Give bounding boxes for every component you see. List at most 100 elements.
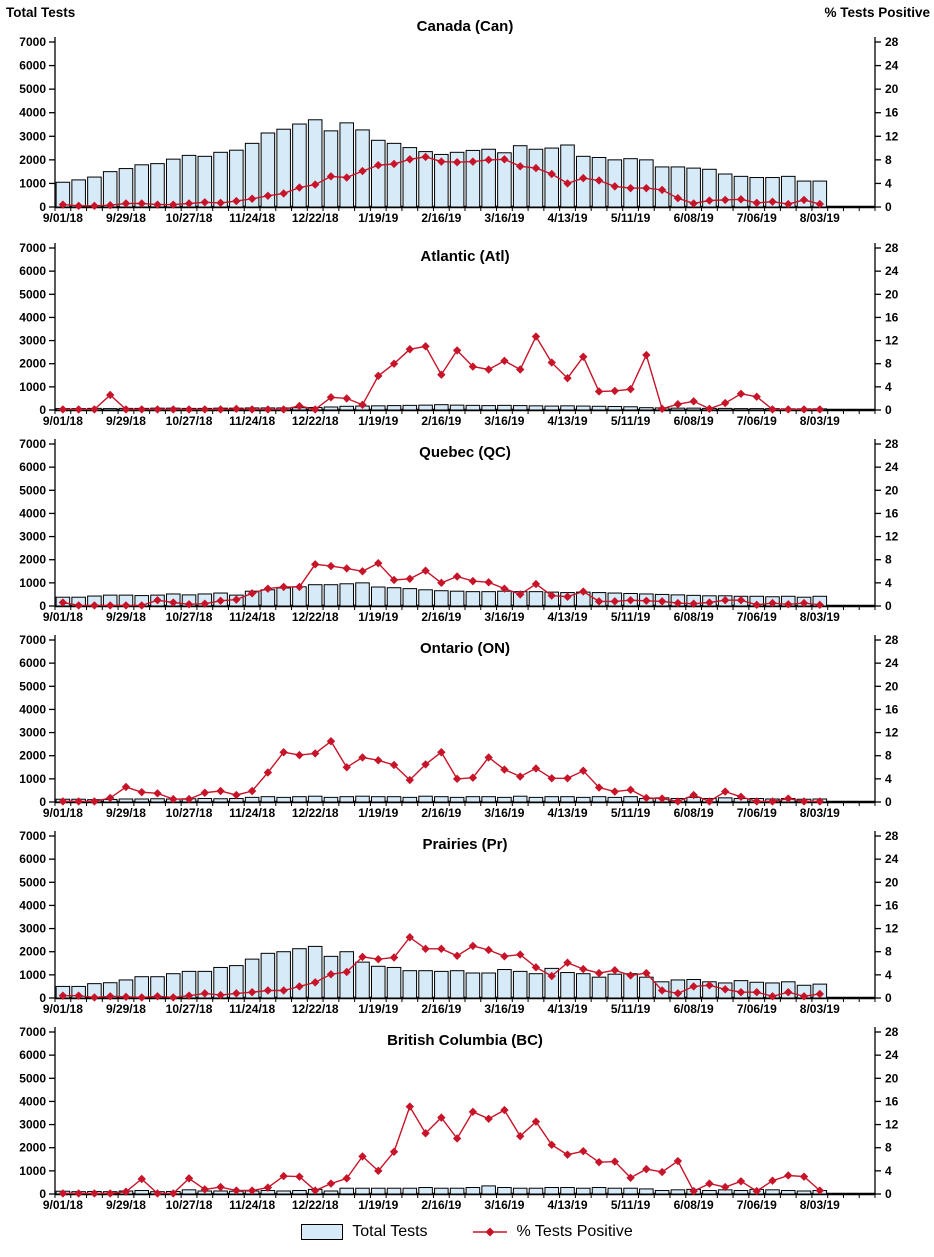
- pct-positive-line-icon: [472, 1227, 507, 1237]
- pct-marker-week-30: [531, 163, 541, 173]
- svg-text:12: 12: [885, 726, 899, 740]
- pct-marker-week-17: [326, 970, 336, 979]
- bar-week-25: [449, 404, 465, 411]
- bar-week-13: [260, 952, 276, 999]
- pct-marker-week-5: [137, 199, 146, 208]
- svg-text:0: 0: [39, 200, 46, 214]
- svg-text:3000: 3000: [19, 1118, 46, 1132]
- svg-text:3/16/19: 3/16/19: [484, 1002, 524, 1016]
- pct-marker-week-32: [563, 1150, 572, 1159]
- svg-text:10/27/18: 10/27/18: [166, 1198, 213, 1212]
- bar-week-16: [307, 119, 323, 208]
- bar-week-32: [560, 1187, 575, 1195]
- bar-week-17: [323, 1190, 339, 1195]
- pct-marker-week-25: [452, 346, 462, 355]
- svg-text:2000: 2000: [19, 153, 46, 167]
- svg-text:8/03/19: 8/03/19: [800, 211, 840, 225]
- bar-week-46: [780, 1190, 796, 1195]
- svg-text:5/11/19: 5/11/19: [611, 1198, 651, 1212]
- pct-marker-week-16: [310, 1186, 320, 1195]
- bar-week-34: [591, 976, 607, 999]
- svg-text:12/22/18: 12/22/18: [292, 414, 339, 428]
- pct-marker-week-31: [547, 169, 556, 179]
- bar-week-22: [402, 970, 418, 999]
- svg-text:12: 12: [885, 129, 899, 143]
- bar-week-18: [339, 1187, 355, 1195]
- svg-text:8/03/19: 8/03/19: [800, 806, 840, 820]
- bar-week-10: [213, 798, 228, 803]
- pct-marker-week-30: [531, 579, 541, 589]
- svg-text:16: 16: [885, 1094, 899, 1108]
- pct-marker-week-10: [216, 596, 225, 605]
- pct-marker-week-0: [58, 200, 68, 209]
- pct-marker-week-9: [200, 198, 210, 207]
- bar-week-22: [402, 404, 418, 411]
- chart-canvas-bc: 0 1000 2000 3000 4000 5000 6000 7000 0 4 8 12 16 20 24…: [19, 1025, 899, 1212]
- bar-week-37: [639, 407, 654, 411]
- pct-positive-line: [58, 933, 825, 1002]
- svg-text:4: 4: [885, 176, 892, 190]
- bar-week-31: [544, 1187, 560, 1195]
- bar-week-12: [244, 796, 260, 803]
- pct-positive-line: [58, 1102, 825, 1198]
- bar-week-35: [607, 406, 623, 411]
- svg-text:7/06/19: 7/06/19: [737, 211, 777, 225]
- right-axis-ticks: 0 4 8 12 16 20 24 28: [875, 1025, 899, 1201]
- svg-text:0: 0: [885, 991, 892, 1005]
- bar-week-37: [639, 159, 654, 208]
- pct-marker-week-29: [515, 162, 525, 171]
- svg-text:16: 16: [885, 898, 899, 912]
- pct-marker-week-42: [720, 787, 730, 796]
- bar-week-26: [465, 591, 481, 607]
- pct-marker-week-31: [547, 971, 556, 981]
- bar-week-37: [639, 976, 654, 999]
- pct-marker-week-18: [342, 564, 351, 573]
- pct-marker-week-13: [263, 768, 273, 777]
- svg-text:4: 4: [885, 968, 892, 982]
- svg-text:2/16/19: 2/16/19: [421, 1002, 461, 1016]
- pct-marker-week-27: [484, 945, 493, 955]
- svg-text:12: 12: [885, 1118, 899, 1132]
- pct-marker-week-19: [358, 567, 367, 576]
- svg-text:4/13/19: 4/13/19: [547, 806, 587, 820]
- svg-text:10/27/18: 10/27/18: [166, 211, 213, 225]
- pct-marker-week-28: [500, 1105, 509, 1115]
- right-axis-ticks: 0 4 8 12 16 20 24 28: [875, 633, 899, 809]
- bar-week-28: [497, 404, 512, 411]
- bar-week-21: [386, 796, 402, 803]
- pct-marker-week-31: [547, 1140, 556, 1150]
- pct-marker-week-38: [657, 185, 667, 195]
- right-axis-title: % Tests Positive: [824, 5, 930, 20]
- pct-marker-week-3: [105, 390, 115, 400]
- bar-week-9: [197, 155, 213, 208]
- pct-marker-week-8: [184, 199, 194, 208]
- bar-week-37: [639, 1188, 654, 1195]
- pct-marker-week-44: [752, 1186, 761, 1196]
- pct-marker-week-10: [216, 198, 225, 208]
- svg-text:9/29/18: 9/29/18: [106, 610, 146, 624]
- svg-text:12: 12: [885, 530, 899, 544]
- pct-marker-week-35: [610, 386, 620, 396]
- pct-marker-week-19: [358, 753, 367, 762]
- svg-text:24: 24: [885, 59, 899, 73]
- bar-week-23: [418, 151, 433, 208]
- bar-week-28: [497, 1187, 512, 1195]
- bar-week-28: [497, 152, 512, 208]
- pct-marker-week-11: [232, 1186, 241, 1195]
- svg-text:28: 28: [885, 437, 899, 451]
- bar-week-29: [512, 145, 528, 208]
- svg-text:8: 8: [885, 553, 892, 567]
- pct-marker-week-34: [594, 176, 604, 185]
- bar-week-17: [323, 406, 339, 411]
- pct-marker-week-23: [421, 152, 430, 162]
- pct-marker-week-3: [105, 992, 115, 1001]
- pct-marker-week-29: [515, 365, 525, 374]
- pct-marker-week-30: [531, 332, 541, 341]
- bar-week-8: [181, 154, 197, 208]
- x-axis-labels: 9/01/18 9/29/18 10/27/18 11/24/18 12/22/18 1/…: [43, 211, 840, 225]
- pct-marker-week-19: [358, 400, 367, 409]
- bar-week-25: [449, 590, 465, 607]
- svg-text:9/01/18: 9/01/18: [43, 806, 83, 820]
- bar-week-20: [370, 1187, 386, 1195]
- svg-text:1/19/19: 1/19/19: [358, 806, 398, 820]
